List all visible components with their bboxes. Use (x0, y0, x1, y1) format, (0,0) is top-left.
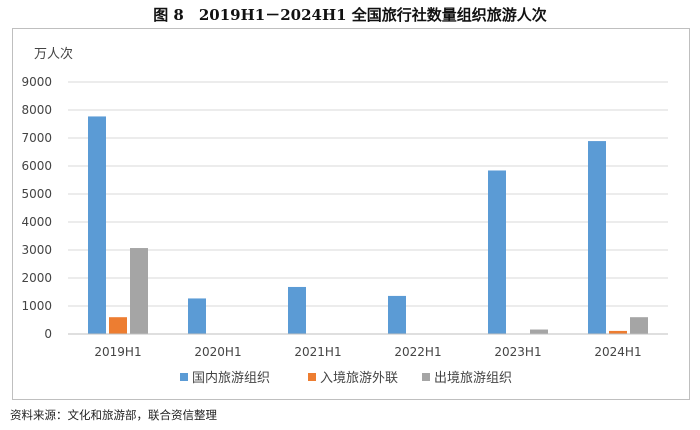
bar (288, 286, 306, 334)
legend: 国内旅游组织 入境旅游外联 出境旅游组织 (180, 370, 512, 386)
legend-swatch (422, 373, 430, 381)
y-tick-label: 8000 (21, 103, 52, 117)
x-tick-label: 2020H1 (194, 345, 241, 359)
bars (88, 116, 648, 334)
legend-swatch (308, 373, 316, 381)
x-tick-label: 2022H1 (394, 345, 441, 359)
legend-swatch (180, 373, 188, 381)
x-tick-label: 2019H1 (94, 345, 141, 359)
chart-frame (12, 28, 690, 400)
bar (130, 248, 148, 334)
y-tick-label: 9000 (21, 75, 52, 89)
y-tick-label: 2000 (21, 271, 52, 285)
bar (188, 298, 206, 334)
legend-label: 国内旅游组织 (192, 370, 270, 386)
x-tick-label: 2024H1 (594, 345, 641, 359)
x-axis-ticks: 2019H1 2020H1 2021H1 2022H1 2023H1 2024H1 (94, 345, 641, 359)
y-tick-label: 6000 (21, 159, 52, 173)
y-axis-ticks: 0 1000 2000 3000 4000 5000 6000 7000 8000 9000 (21, 75, 52, 341)
bar (630, 317, 648, 334)
x-tick-label: 2021H1 (294, 345, 341, 359)
bar (388, 295, 406, 334)
gridlines (68, 81, 668, 307)
legend-label: 出境旅游组织 (434, 371, 512, 386)
y-tick-label: 5000 (21, 187, 52, 201)
bar (588, 141, 606, 334)
y-tick-label: 7000 (21, 131, 52, 145)
y-tick-label: 0 (44, 327, 52, 341)
bar (88, 116, 106, 334)
bar (109, 317, 127, 334)
y-tick-label: 1000 (21, 299, 52, 313)
bar (530, 329, 548, 334)
chart-title: 图 8 2019H1－2024H1 全国旅行社数量组织旅游人次 (153, 6, 547, 24)
bar (609, 330, 627, 334)
source-note: 资料来源：文化和旅游部，联合资信整理 (10, 408, 217, 422)
y-tick-label: 3000 (21, 243, 52, 257)
x-tick-label: 2023H1 (494, 345, 541, 359)
y-axis-label: 万人次 (34, 46, 73, 62)
y-tick-label: 4000 (21, 215, 52, 229)
legend-label: 入境旅游外联 (320, 371, 398, 386)
bar (488, 170, 506, 334)
